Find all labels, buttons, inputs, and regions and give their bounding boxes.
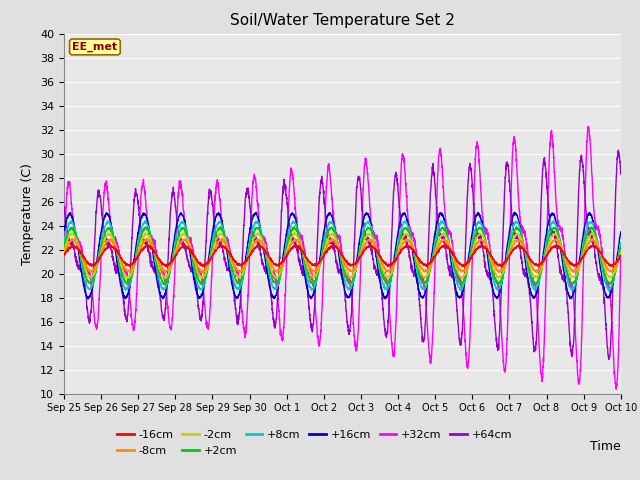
Text: Time: Time <box>590 441 621 454</box>
Y-axis label: Temperature (C): Temperature (C) <box>22 163 35 264</box>
Text: EE_met: EE_met <box>72 42 118 52</box>
Legend: -16cm, -8cm, -2cm, +2cm, +8cm, +16cm, +32cm, +64cm: -16cm, -8cm, -2cm, +2cm, +8cm, +16cm, +3… <box>113 426 516 460</box>
Title: Soil/Water Temperature Set 2: Soil/Water Temperature Set 2 <box>230 13 455 28</box>
